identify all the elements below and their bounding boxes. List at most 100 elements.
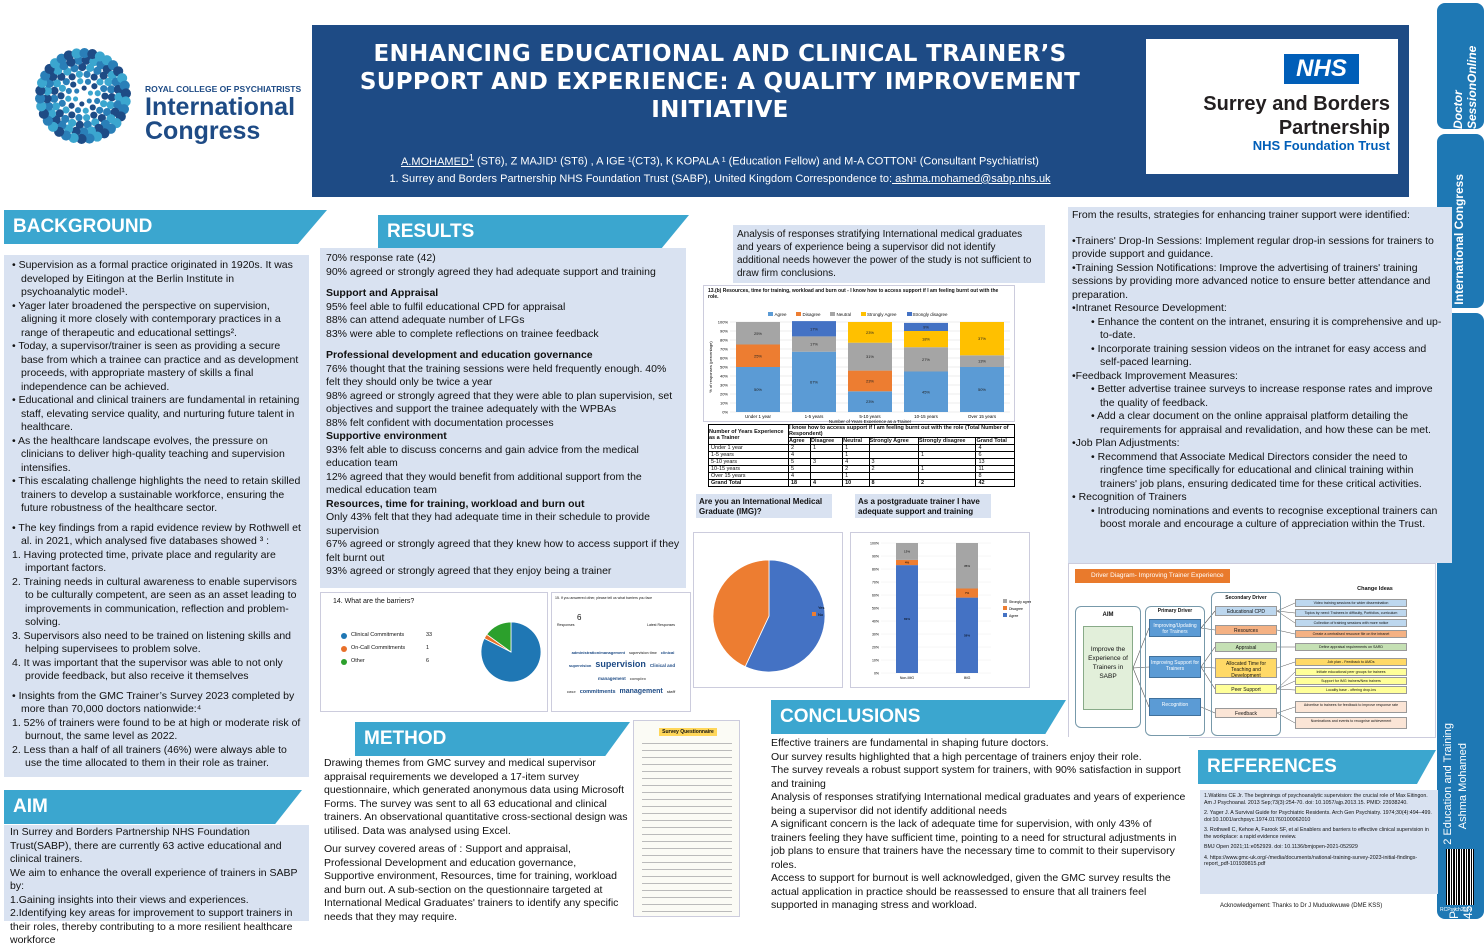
driver-aim-heading: AIM (1102, 612, 1114, 618)
barrier-label: Other (351, 658, 365, 664)
barriers-chart: 14. What are the barriers? Clinical Comm… (320, 592, 548, 712)
wordcloud-word: management (619, 688, 663, 695)
logo-dot (90, 111, 98, 119)
logo-dot (65, 95, 72, 102)
logo-dot (57, 72, 66, 81)
legend-label: Agree (774, 312, 787, 317)
logo-dot (96, 78, 104, 86)
table-cell: 10-15 years (708, 465, 789, 473)
table-cell: 1 (809, 444, 844, 452)
method-heading: METHOD (355, 722, 630, 756)
y-tick-label: 60% (872, 594, 879, 598)
logo-dot (77, 78, 84, 85)
connector-line (1132, 627, 1150, 669)
barrier-count: 1 (426, 645, 430, 651)
sidebar-brand[interactable]: Doctor SessionOnline (1437, 3, 1484, 129)
logo-dot (91, 83, 98, 90)
driver-secondary-box: Educational CPD (1215, 606, 1277, 616)
pg-caption: As a postgraduate trainer I have adequat… (855, 494, 991, 518)
bar-value-label: 4% (905, 561, 910, 565)
y-tick-label: 70% (872, 581, 879, 585)
barcode-icon (1446, 849, 1474, 905)
bar-value-label: 58% (964, 633, 970, 637)
driver-secondary-heading: Secondary Driver (1225, 595, 1267, 601)
logo-dot (74, 107, 82, 114)
logo-dot (120, 96, 131, 107)
legend-label: Strongly disagree (912, 312, 948, 317)
rothwell-item: 4. It was important that the supervisor … (12, 656, 283, 683)
gmc-item: 2. Less than a half of all trainers (46%… (12, 743, 287, 770)
logo-dot (42, 86, 52, 96)
logo-dot (86, 98, 92, 104)
logo-dot (48, 71, 58, 81)
y-tick-label: 60% (720, 356, 728, 361)
logo-dot (84, 133, 95, 144)
analysis-note: Analysis of responses stratifying Intern… (733, 225, 1045, 283)
legend-swatch (796, 312, 802, 316)
conclusion-line: Analysis of responses stratifying Intern… (771, 791, 1186, 817)
y-axis-label: % of responses (percentage) (708, 341, 713, 393)
y-tick-label: 100% (870, 542, 879, 546)
bar-segment (848, 322, 892, 343)
table-cell: 1 (842, 444, 870, 452)
table-cell (809, 451, 844, 459)
barrier-label: Clinical Commitments (351, 632, 405, 638)
results-line: 70% response rate (42) (326, 252, 436, 264)
logo-dot (75, 114, 83, 122)
bar-value-label: 35% (964, 564, 970, 568)
table-row: Grand Total 18 4 10 8 2 42 (708, 479, 1015, 487)
wordcloud-word: administration/management (571, 650, 625, 655)
x-tick-label: Over 15 years (968, 414, 997, 419)
legend-swatch (1003, 599, 1007, 603)
email-link[interactable]: ashma.mohamed@sabp.nhs.uk (892, 172, 1051, 185)
survey-thumbnail: Survey Questionnaire (633, 720, 740, 917)
img-pie-chart: Yes No (693, 532, 843, 688)
legend-label: Disagree (802, 312, 821, 317)
table-cell: 11 (975, 465, 1015, 473)
driver-change-box: Video training sessions for wider dissem… (1295, 599, 1407, 607)
logo-dot (57, 92, 65, 100)
logo-dot (46, 108, 57, 119)
conclusion-line: Access to support for burnout is well ac… (771, 872, 1171, 911)
logo-dot (50, 86, 59, 95)
table-cell (809, 465, 844, 473)
table-cell: 5 (788, 458, 811, 466)
bar-value-label: 13% (978, 359, 986, 364)
table-cell: 5-10 years (708, 458, 789, 466)
bar-segment (904, 371, 948, 412)
bar-segment (956, 588, 978, 598)
reference-item: 3. Rothwell C, Kehoe A, Farook SF, et al… (1204, 827, 1429, 840)
legend-swatch (768, 312, 774, 316)
conclusion-line: Our survey results highlighted that a hi… (771, 750, 1142, 763)
logo-dot (107, 93, 117, 102)
y-tick-label: 100% (718, 320, 729, 325)
bar-value-label: 45% (922, 389, 930, 394)
barrier-count: 6 (426, 658, 430, 664)
background-bullet: • Today, a supervisor/trainer is seen as… (12, 340, 299, 393)
results-item: 67% agreed or strongly agreed that they … (326, 538, 680, 564)
legend-swatch (860, 312, 866, 316)
driver-change-box: Define appraisal requirements on SARD (1295, 643, 1407, 651)
connector-line (1132, 666, 1150, 669)
logo-dot (75, 70, 83, 78)
bar-value-label: 25% (754, 353, 762, 358)
logo-dot (74, 88, 80, 94)
bar-value-label: 50% (978, 387, 986, 392)
logo-dot (89, 104, 96, 111)
logo-dot (51, 102, 61, 111)
gmc-item: 1. 52% of trainers were found to be at h… (12, 716, 301, 743)
table-cell: 3 (868, 458, 920, 466)
y-tick-label: 20% (720, 392, 728, 397)
logo-dot (119, 80, 130, 91)
background-bullet: • Supervision as a formal practice origi… (12, 259, 293, 298)
logo-dot (92, 131, 103, 142)
table-cell: 4 (842, 458, 870, 466)
table-cell: 4 (809, 479, 844, 487)
results-line: 90% agreed or strongly agreed they had a… (326, 265, 656, 278)
x-tick-label: 1-5 years (805, 414, 825, 419)
wordcloud-word: supervision time (628, 651, 657, 655)
legend-label: Strongly agree (1009, 600, 1031, 604)
driver-change-box: Topics by need: Trainees in difficulty, … (1295, 609, 1407, 617)
reference-item: 1.Watkins CE Jr. The beginnings of psych… (1204, 793, 1428, 806)
background-bullet: • This escalating challenge highlights t… (12, 475, 301, 514)
